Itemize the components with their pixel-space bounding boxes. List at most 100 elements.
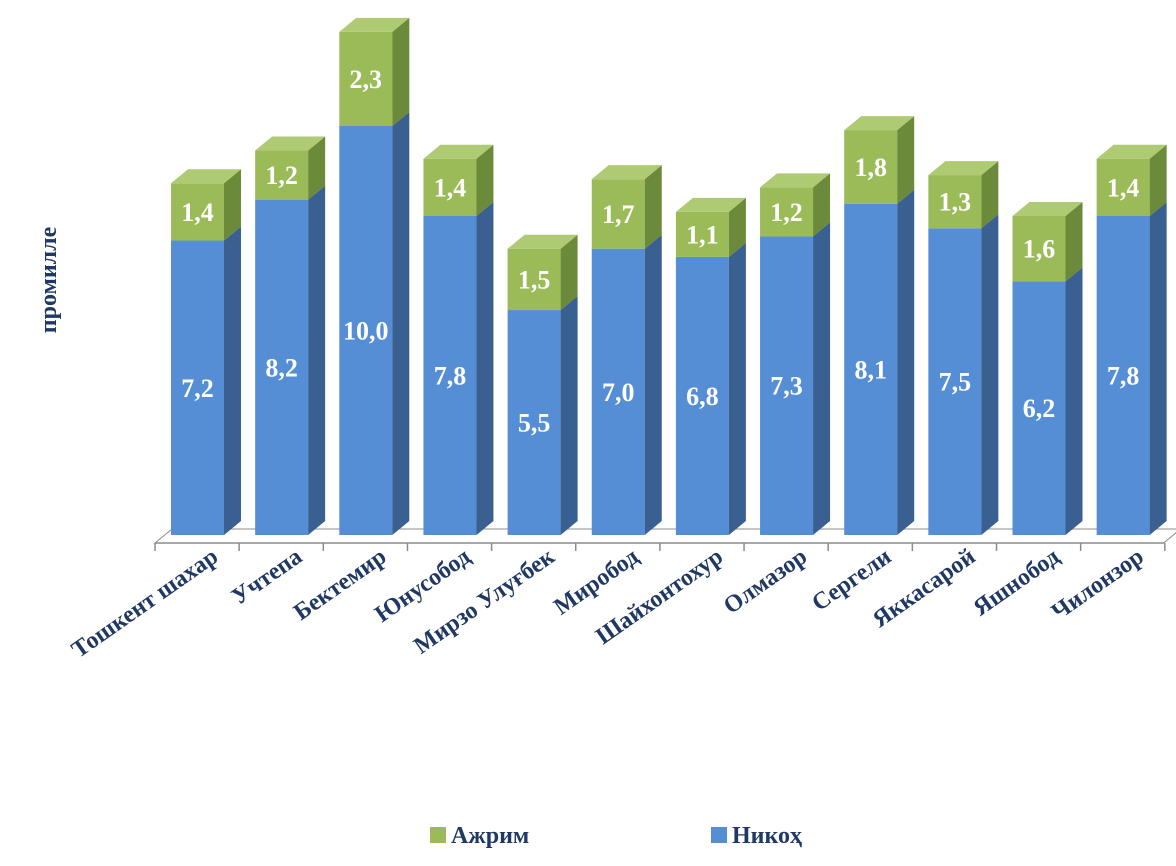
- data-label: 1,5: [518, 265, 551, 294]
- legend-swatch: [430, 827, 446, 843]
- data-label: 1,4: [1107, 173, 1140, 202]
- data-label: 7,5: [939, 368, 972, 397]
- bar-side: [392, 112, 410, 535]
- bar-top: [760, 173, 831, 188]
- bar-segment-nikoh: [1012, 267, 1083, 535]
- bar-top: [928, 161, 999, 176]
- bar-front: [1012, 215, 1066, 282]
- bar-front: [507, 310, 561, 535]
- bar-front: [844, 130, 898, 204]
- bar-side: [1149, 144, 1167, 216]
- bar-segment-nikoh: [423, 201, 494, 536]
- x-tick-label: Олмазор: [719, 544, 812, 620]
- bar-segment-ajrim: [844, 116, 915, 204]
- data-label: 1,4: [181, 198, 214, 227]
- data-label: 1,3: [939, 188, 972, 217]
- bar-front: [675, 256, 729, 535]
- bar-side: [392, 17, 410, 126]
- bar-top: [844, 116, 915, 131]
- bar-front: [507, 248, 561, 311]
- data-label: 7,3: [770, 372, 803, 401]
- y-axis-label: промилле: [36, 226, 62, 333]
- bar-segment-nikoh: [171, 226, 241, 535]
- bar-front: [1096, 215, 1150, 536]
- legend-swatch: [711, 827, 727, 843]
- bar-front: [255, 150, 309, 200]
- bar-side: [308, 136, 326, 200]
- data-label: 5,5: [518, 409, 551, 438]
- bar-segment-nikoh: [928, 214, 999, 535]
- bars: [171, 17, 1167, 536]
- bar-front: [1096, 158, 1150, 216]
- bar-side: [560, 296, 578, 535]
- bar-top: [423, 144, 494, 159]
- data-label: 7,0: [602, 378, 635, 407]
- bar-side: [224, 226, 241, 535]
- data-label: 1,8: [854, 153, 887, 182]
- bar-segment-ajrim: [339, 17, 410, 126]
- data-label: 6,8: [686, 382, 719, 411]
- bar-side: [308, 185, 326, 535]
- bar-segment-ajrim: [591, 165, 662, 249]
- bar-top: [507, 234, 578, 249]
- bar-front: [171, 240, 224, 535]
- bar-segment-ajrim: [255, 136, 326, 200]
- data-label: 6,2: [1023, 394, 1056, 423]
- bar-side: [1065, 267, 1083, 535]
- bar-front: [591, 179, 645, 249]
- bar-segment-ajrim: [507, 234, 578, 311]
- legend-item: Ажрим: [430, 823, 529, 849]
- data-label: 7,8: [434, 361, 467, 390]
- bar-side: [644, 165, 662, 249]
- bar-side: [897, 116, 915, 204]
- legend-label: Никоҳ: [732, 823, 802, 849]
- bar-front: [760, 236, 814, 535]
- bar-segment-ajrim: [1012, 201, 1083, 282]
- bar-segment-nikoh: [1096, 201, 1167, 536]
- bar-segment-ajrim: [423, 144, 494, 216]
- bar-side: [813, 173, 831, 237]
- bar-side: [644, 234, 662, 535]
- bar-front: [1012, 281, 1066, 535]
- bar-side: [813, 222, 831, 535]
- data-label: 2,3: [350, 65, 383, 94]
- bar-segment-nikoh: [591, 234, 662, 535]
- bar-segment-nikoh: [760, 222, 831, 535]
- bar-front: [760, 187, 814, 237]
- legend: Ажрим Никоҳ: [430, 823, 802, 849]
- x-tick-label: Тошкент шахар: [67, 544, 223, 664]
- bar-segment-ajrim: [928, 161, 999, 229]
- bar-side: [476, 144, 494, 216]
- bar-top: [1012, 201, 1083, 216]
- data-label: 7,2: [181, 374, 214, 403]
- bar-segment-ajrim: [760, 173, 831, 237]
- bar-front: [423, 215, 477, 536]
- data-label: 1,1: [686, 220, 719, 249]
- bar-side: [1065, 201, 1083, 282]
- bar-side: [224, 169, 241, 241]
- x-axis: [154, 542, 1166, 551]
- data-label: 1,7: [602, 200, 635, 229]
- bar-segment-ajrim: [1096, 144, 1167, 216]
- x-tick-label: Чилонзор: [1047, 544, 1148, 626]
- data-label: 1,2: [770, 198, 803, 227]
- bar-front: [591, 248, 645, 535]
- bar-side: [728, 197, 746, 257]
- bar-front: [423, 158, 477, 216]
- bar-front: [171, 183, 224, 241]
- data-label: 7,8: [1107, 361, 1140, 390]
- bar-side: [560, 234, 578, 311]
- bar-top: [339, 17, 410, 32]
- x-tick-label: Мирзо Улуғбек: [409, 544, 559, 660]
- bar-segment-ajrim: [171, 169, 241, 241]
- bar-segment-nikoh: [844, 189, 915, 535]
- bar-front: [339, 31, 393, 126]
- data-label: 1,6: [1023, 235, 1056, 264]
- bar-segment-nikoh: [675, 242, 746, 535]
- bar-front: [928, 228, 982, 535]
- data-labels: 7,2 1,4 8,2 1,2 10,0 2,3 7,8 1,4 5,5 1,5 7,0 1,7 6,8…: [181, 65, 1139, 438]
- data-label: 8,2: [265, 353, 298, 382]
- bar-top: [255, 136, 326, 151]
